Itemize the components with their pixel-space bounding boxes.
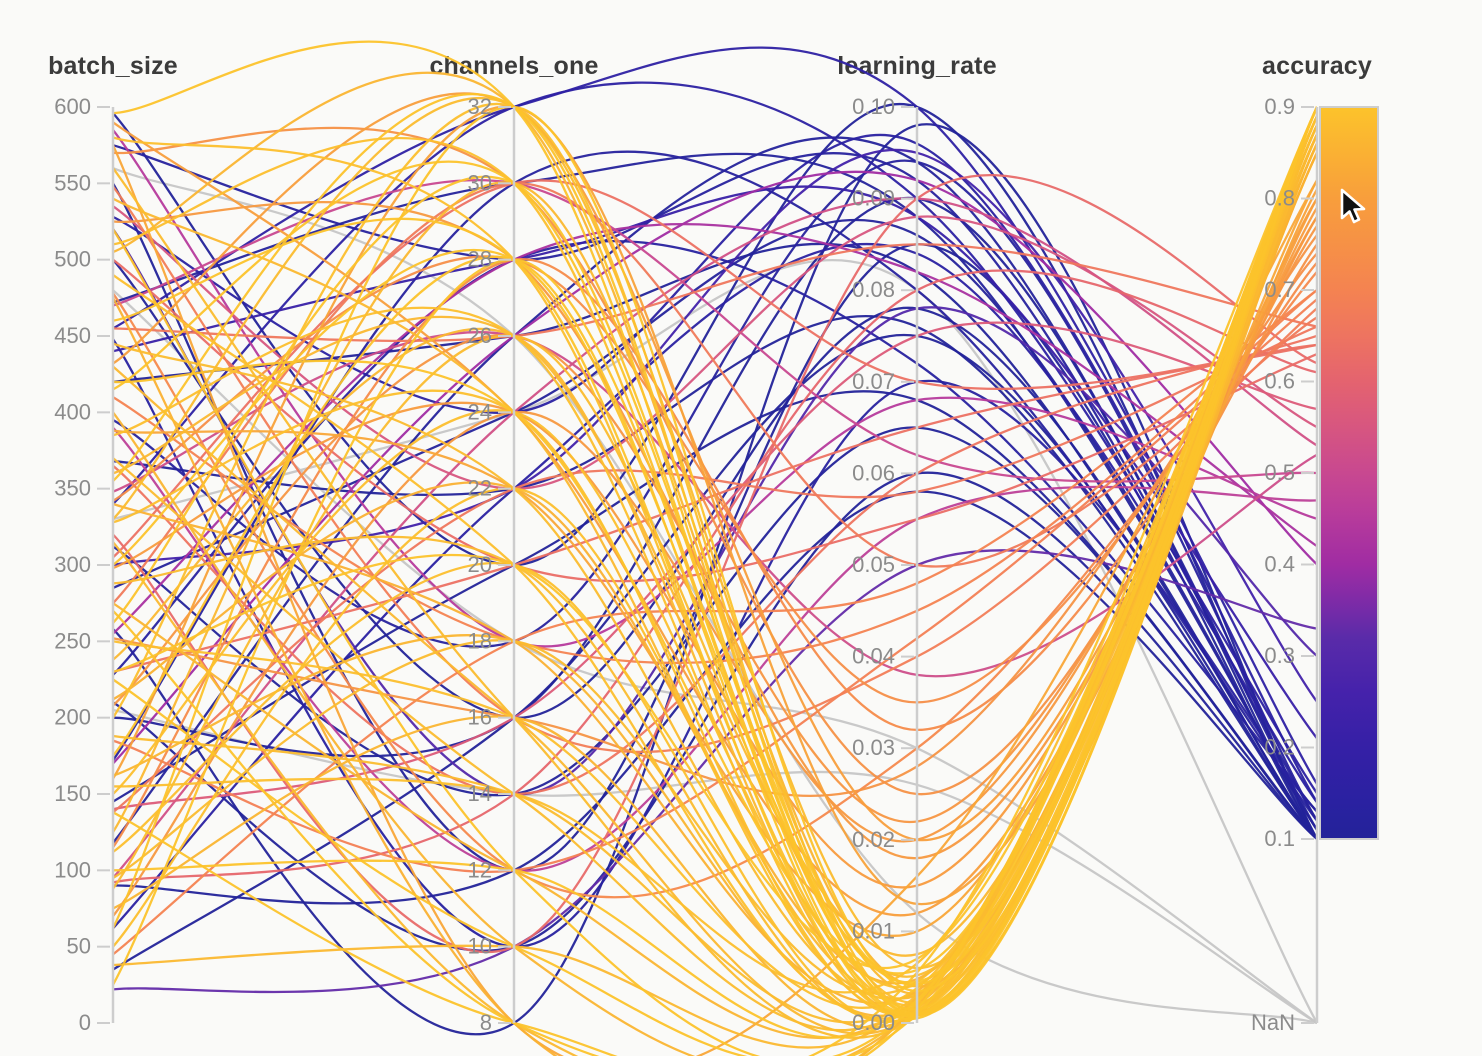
- tick-label-channels_one: 10: [468, 934, 492, 959]
- run-line[interactable]: [112, 159, 1318, 822]
- tick-label-learning_rate: 0.03: [852, 735, 895, 760]
- run-line[interactable]: [112, 333, 1318, 971]
- axes: 6005505004504003503002502001501005003230…: [54, 94, 1319, 1035]
- tick-label-channels_one: 24: [468, 399, 492, 424]
- run-line[interactable]: [112, 289, 1318, 956]
- run-line[interactable]: [112, 103, 1319, 840]
- run-line[interactable]: [112, 490, 1318, 905]
- tick-label-accuracy: 0.5: [1264, 460, 1295, 485]
- run-line[interactable]: [112, 298, 1318, 873]
- run-line[interactable]: [112, 289, 1318, 664]
- tick-label-channels_one: 32: [468, 94, 492, 119]
- tick-label-channels_one: 14: [468, 781, 492, 806]
- tick-label-accuracy: 0.3: [1264, 643, 1295, 668]
- tick-label-batch_size: 350: [54, 476, 91, 501]
- tick-label-batch_size: 550: [54, 170, 91, 195]
- tick-label-learning_rate: 0.09: [852, 186, 895, 211]
- tick-label-learning_rate: 0.01: [852, 918, 895, 943]
- run-line[interactable]: [112, 252, 1318, 704]
- run-line[interactable]: [111, 105, 1319, 993]
- axis-title-accuracy: accuracy: [1261, 52, 1373, 80]
- run-line[interactable]: [112, 390, 1318, 840]
- run-line[interactable]: [112, 185, 1318, 754]
- tick-label-channels_one: 26: [468, 323, 492, 348]
- run-line[interactable]: [112, 115, 1319, 994]
- run-line[interactable]: [112, 106, 1319, 986]
- tick-label-channels_one: 16: [468, 705, 492, 730]
- tick-label-accuracy: 0.7: [1264, 277, 1295, 302]
- run-line[interactable]: [112, 106, 1319, 984]
- tick-label-batch_size: 450: [54, 323, 91, 348]
- tick-label-accuracy: 0.4: [1264, 552, 1295, 577]
- tick-label-batch_size: 400: [54, 399, 91, 424]
- run-line[interactable]: [112, 269, 1318, 884]
- tick-label-learning_rate: 0.08: [852, 277, 895, 302]
- run-line[interactable]: [112, 182, 1318, 604]
- tick-label-batch_size: 100: [54, 857, 91, 882]
- tick-label-channels_one: 20: [468, 552, 492, 577]
- axis-title-learning-rate: learning_rate: [837, 52, 997, 80]
- tick-label-accuracy: NaN: [1251, 1010, 1295, 1035]
- run-line[interactable]: [112, 106, 1319, 975]
- tick-label-channels_one: 28: [468, 247, 492, 272]
- run-line[interactable]: [112, 148, 1318, 703]
- tick-label-batch_size: 250: [54, 628, 91, 653]
- run-line[interactable]: [112, 197, 1318, 879]
- tick-label-accuracy: 0.6: [1264, 369, 1295, 394]
- tick-label-batch_size: 0: [79, 1010, 91, 1035]
- tick-label-channels_one: 30: [468, 170, 492, 195]
- tick-label-batch_size: 150: [54, 781, 91, 806]
- tick-label-accuracy: 0.1: [1264, 826, 1295, 851]
- tick-label-batch_size: 500: [54, 247, 91, 272]
- run-line[interactable]: [112, 243, 1318, 343]
- tick-label-accuracy: 0.2: [1264, 735, 1295, 760]
- run-line[interactable]: [112, 93, 1319, 1017]
- run-lines: [111, 40, 1319, 1056]
- tick-label-batch_size: 50: [67, 934, 91, 959]
- tick-label-learning_rate: 0.06: [852, 460, 895, 485]
- run-line[interactable]: [112, 106, 1319, 1056]
- tick-label-learning_rate: 0.04: [852, 644, 895, 669]
- tick-label-channels_one: 18: [468, 628, 492, 653]
- run-line[interactable]: [112, 426, 1318, 872]
- tick-label-learning_rate: 0.00: [852, 1010, 895, 1035]
- run-line[interactable]: [112, 173, 1318, 954]
- tick-label-learning_rate: 0.10: [852, 94, 895, 119]
- tick-label-channels_one: 8: [480, 1010, 492, 1035]
- tick-label-batch_size: 200: [54, 705, 91, 730]
- tick-label-accuracy: 0.9: [1264, 94, 1295, 119]
- accuracy-colorbar[interactable]: [1319, 106, 1379, 840]
- axis-title-batch-size: batch_size: [48, 52, 178, 80]
- tick-label-learning_rate: 0.07: [852, 369, 895, 394]
- tick-label-accuracy: 0.8: [1264, 186, 1295, 211]
- run-line[interactable]: [112, 178, 1318, 483]
- tick-label-channels_one: 12: [468, 857, 492, 882]
- tick-label-learning_rate: 0.05: [852, 552, 895, 577]
- tick-label-batch_size: 600: [54, 94, 91, 119]
- run-line[interactable]: [112, 106, 1319, 1056]
- run-line[interactable]: [112, 289, 1318, 1024]
- run-line[interactable]: [112, 219, 1318, 831]
- run-line[interactable]: [112, 106, 1319, 970]
- tick-label-learning_rate: 0.02: [852, 827, 895, 852]
- mouse-cursor-icon: [1340, 188, 1366, 224]
- run-line[interactable]: [112, 222, 1318, 635]
- tick-label-batch_size: 300: [54, 552, 91, 577]
- run-line[interactable]: [111, 106, 1319, 1016]
- run-line[interactable]: [112, 205, 1318, 490]
- tick-label-channels_one: 22: [468, 476, 492, 501]
- run-line[interactable]: [112, 240, 1318, 813]
